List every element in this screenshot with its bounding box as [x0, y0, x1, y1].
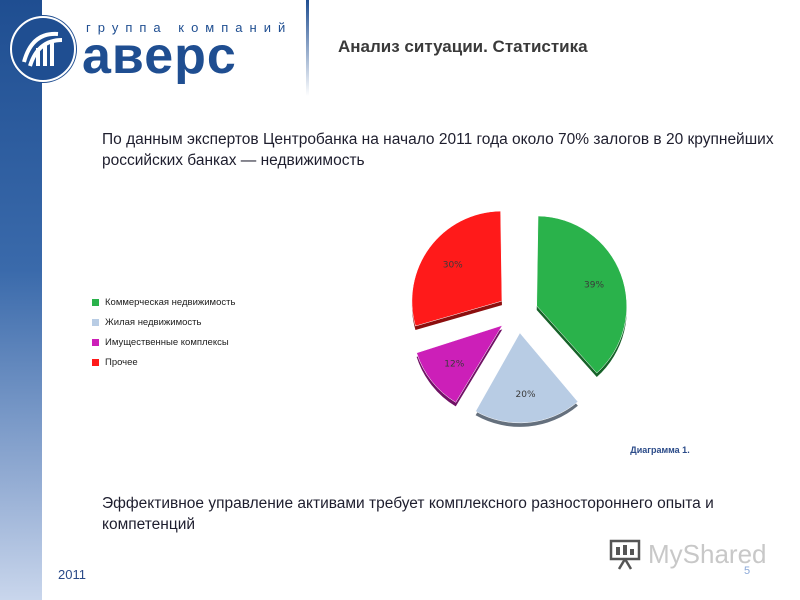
- pie-data-label: 39%: [584, 281, 604, 291]
- header-divider: [306, 0, 309, 96]
- pie-slice: [475, 332, 579, 424]
- page-number: 5: [744, 565, 751, 577]
- legend-label: Жилая недвижимость: [105, 316, 202, 328]
- slide-title: Анализ ситуации. Статистика: [338, 37, 588, 56]
- pie-slice: [411, 210, 503, 327]
- chart-legend: Коммерческая недвижимость Жилая недвижимо…: [92, 292, 235, 372]
- legend-label: Имущественные комплексы: [105, 336, 229, 348]
- watermark: MyShared: [608, 537, 767, 571]
- legend-swatch: [92, 318, 99, 326]
- brand-name: аверс: [82, 27, 237, 85]
- pie-data-label: 12%: [444, 359, 464, 369]
- watermark-text: MyShared: [648, 538, 767, 569]
- pie-data-label: 20%: [516, 390, 536, 400]
- legend-item: Жилая недвижимость: [92, 312, 235, 332]
- pie-chart: 39% 20% 12% 30%: [411, 210, 627, 427]
- left-decor-band: [0, 0, 42, 600]
- legend-item: Имущественные комплексы: [92, 332, 235, 352]
- brand-tagline: группа компаний: [86, 20, 293, 35]
- avers-logo-icon: [10, 16, 76, 82]
- presentation-icon: [609, 539, 641, 570]
- legend-swatch: [92, 338, 99, 346]
- slide-year: 2011: [58, 567, 86, 582]
- pie-slice: [536, 215, 627, 374]
- chart-caption: Диаграмма 1.: [630, 445, 690, 455]
- pie-data-label: 30%: [443, 261, 463, 271]
- legend-swatch: [92, 298, 99, 306]
- legend-label: Прочее: [105, 356, 138, 368]
- legend-item: Прочее: [92, 352, 235, 372]
- outro-text: Эффективное управление активами требует …: [102, 495, 714, 533]
- legend-item: Коммерческая недвижимость: [92, 292, 235, 312]
- legend-label: Коммерческая недвижимость: [105, 296, 236, 308]
- legend-swatch: [92, 358, 99, 366]
- intro-text: По данным экспертов Центробанка на начал…: [102, 131, 774, 169]
- pie-slice: [416, 324, 503, 403]
